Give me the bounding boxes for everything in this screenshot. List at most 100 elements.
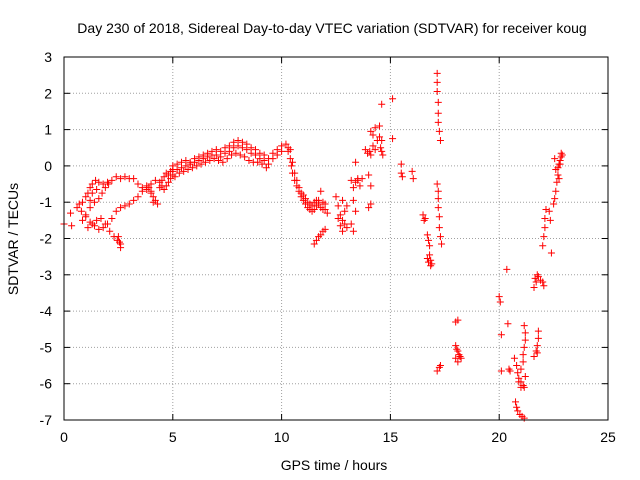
data-point — [269, 155, 277, 163]
data-point — [310, 205, 318, 213]
data-point — [434, 109, 442, 117]
data-point — [108, 215, 116, 223]
data-point — [88, 189, 96, 197]
data-point — [424, 236, 432, 244]
data-point — [434, 195, 442, 203]
x-tick-label: 20 — [491, 429, 507, 445]
data-point — [377, 144, 385, 152]
data-point — [378, 136, 386, 144]
data-point — [210, 155, 218, 163]
data-point — [349, 227, 357, 235]
data-point — [95, 225, 103, 233]
data-point — [115, 238, 123, 246]
data-point — [286, 155, 294, 163]
data-point — [552, 166, 560, 174]
data-point — [546, 216, 554, 224]
chart-title: Day 230 of 2018, Sidereal Day-to-day VTE… — [77, 20, 586, 36]
data-point — [256, 155, 264, 163]
data-point — [164, 178, 172, 186]
data-point — [336, 222, 344, 230]
data-point — [434, 187, 442, 195]
data-point — [319, 205, 327, 213]
data-point — [349, 184, 357, 192]
data-point — [534, 334, 542, 342]
data-point — [435, 213, 443, 221]
data-point — [532, 347, 540, 355]
data-point — [260, 156, 268, 164]
data-point — [521, 336, 529, 344]
data-point — [112, 207, 120, 215]
data-point — [243, 146, 251, 154]
data-point — [265, 160, 273, 168]
data-point — [365, 204, 373, 212]
data-point — [398, 173, 406, 181]
data-point — [456, 352, 464, 360]
data-point — [452, 354, 460, 362]
data-point — [367, 127, 375, 135]
data-point — [397, 160, 405, 168]
data-point — [434, 98, 442, 106]
data-point — [291, 169, 299, 177]
data-point — [95, 178, 103, 186]
data-point — [145, 184, 153, 192]
data-point — [93, 185, 101, 193]
data-point — [339, 216, 347, 224]
data-point — [88, 180, 96, 188]
data-point — [352, 158, 360, 166]
data-point — [101, 184, 109, 192]
data-point — [519, 351, 527, 359]
data-point — [336, 211, 344, 219]
data-point — [193, 162, 201, 170]
y-tick-label: -1 — [40, 194, 53, 210]
data-point — [556, 160, 564, 168]
data-point — [542, 205, 550, 213]
data-point — [367, 151, 375, 159]
data-point — [366, 147, 374, 155]
x-tick-label: 15 — [383, 429, 399, 445]
data-point — [550, 200, 558, 208]
data-point — [343, 224, 351, 232]
data-point — [98, 189, 106, 197]
plot-frame — [63, 56, 609, 421]
data-point — [299, 191, 307, 199]
y-tick-label: -5 — [40, 339, 53, 355]
data-point — [539, 278, 547, 286]
data-point — [130, 175, 138, 183]
data-point — [101, 220, 109, 228]
data-point — [293, 176, 301, 184]
x-tick-label: 25 — [600, 429, 616, 445]
data-point — [321, 225, 329, 233]
data-point — [341, 220, 349, 228]
data-point — [367, 200, 375, 208]
data-point — [254, 158, 262, 166]
data-point — [86, 184, 94, 192]
data-point — [513, 403, 521, 411]
data-point — [539, 242, 547, 250]
data-point — [378, 147, 386, 155]
data-point — [105, 180, 113, 188]
data-point — [376, 133, 384, 141]
data-point — [162, 182, 170, 190]
data-point — [358, 175, 366, 183]
data-point — [534, 327, 542, 335]
data-point — [160, 185, 168, 193]
data-point — [551, 195, 559, 203]
data-point — [533, 349, 541, 357]
data-point — [520, 322, 528, 330]
data-point — [339, 196, 347, 204]
data-point — [341, 207, 349, 215]
data-point — [86, 204, 94, 212]
data-point — [339, 227, 347, 235]
data-point — [173, 166, 181, 174]
data-point — [421, 215, 429, 223]
data-point — [369, 131, 377, 139]
data-point — [555, 175, 563, 183]
data-point — [519, 358, 527, 366]
data-point — [426, 251, 434, 259]
data-point — [82, 211, 90, 219]
data-point — [347, 220, 355, 228]
data-point — [138, 187, 146, 195]
data-point — [284, 147, 292, 155]
data-point — [312, 196, 320, 204]
data-point — [515, 378, 523, 386]
